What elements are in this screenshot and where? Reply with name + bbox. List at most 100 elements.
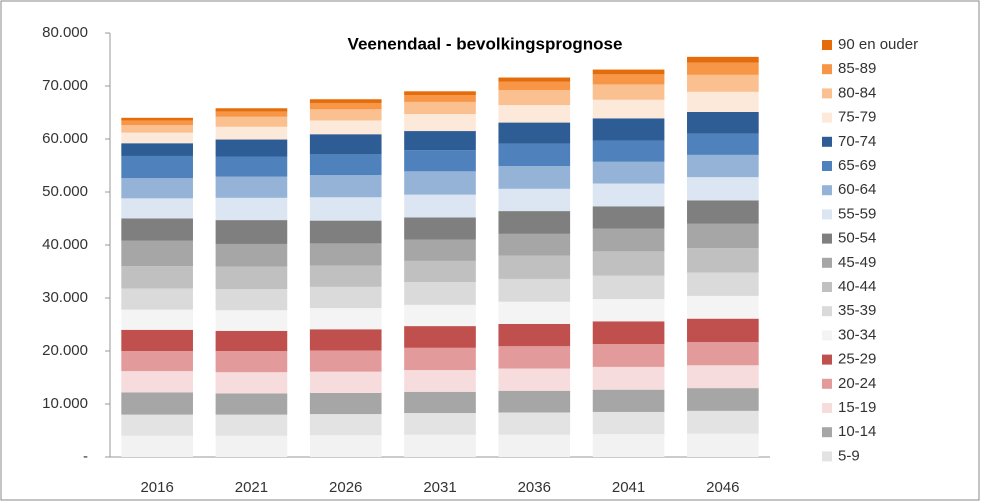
bar-segment xyxy=(498,122,571,144)
legend-label: 25-29 xyxy=(838,351,876,368)
bar-segment xyxy=(215,156,288,177)
bar-segment xyxy=(215,330,288,351)
y-tick-label: 10.000 xyxy=(42,395,88,412)
x-tick-label: 2021 xyxy=(235,479,268,496)
bar-segment xyxy=(215,310,288,331)
bar-segment xyxy=(215,116,288,127)
bar-segment xyxy=(592,299,665,322)
bar-segment xyxy=(498,412,571,435)
bar-segment xyxy=(592,389,665,412)
x-tick-label: 2031 xyxy=(423,479,456,496)
legend-swatch xyxy=(822,282,832,292)
legend-label: 55-59 xyxy=(838,205,876,222)
bar-segment xyxy=(309,134,382,155)
y-tick-label: 50.000 xyxy=(42,183,88,200)
bar-segment xyxy=(687,295,759,319)
bar-segment xyxy=(592,161,665,184)
x-tick-label: 2036 xyxy=(518,479,551,496)
bar-segment xyxy=(404,413,476,435)
bar-segment xyxy=(215,351,288,373)
bar-segment xyxy=(215,126,288,140)
bar-segment xyxy=(309,120,382,135)
legend-swatch xyxy=(822,427,832,438)
legend-label: 40-44 xyxy=(838,278,876,295)
bar-segment xyxy=(121,414,193,436)
bar-segment xyxy=(215,111,288,117)
bar-segment xyxy=(404,95,476,102)
bar-segment xyxy=(498,346,571,369)
bar-segment xyxy=(498,90,571,106)
bar-segment xyxy=(121,392,193,415)
legend-swatch xyxy=(822,257,832,268)
bar-segment xyxy=(498,143,571,167)
bar-segment xyxy=(215,266,288,289)
bar-segment xyxy=(404,91,476,96)
bar-segment xyxy=(592,118,665,141)
bar-segment xyxy=(592,84,665,100)
bar-segment xyxy=(309,392,382,415)
legend-label: 20-24 xyxy=(838,375,876,392)
bar-segment xyxy=(687,91,759,112)
bar-segment xyxy=(687,111,759,134)
bar-segment xyxy=(592,366,665,390)
bar-segment xyxy=(592,69,665,75)
bar-segment xyxy=(404,131,476,151)
legend-swatch xyxy=(822,306,832,317)
bar-segment xyxy=(687,223,759,249)
bar-segment xyxy=(592,321,665,345)
bar-segment xyxy=(404,282,476,305)
bar-segment xyxy=(309,308,382,330)
y-tick-label: 70.000 xyxy=(42,77,88,94)
bar-segment xyxy=(687,62,759,75)
legend-label: 65-69 xyxy=(838,157,876,174)
bar-segment xyxy=(215,288,288,311)
bar-segment xyxy=(687,248,759,273)
bar-segment xyxy=(309,243,382,266)
bar-segment xyxy=(498,368,571,391)
x-tick-label: 2026 xyxy=(329,479,362,496)
bar-segment xyxy=(215,108,288,112)
legend-swatch xyxy=(822,112,832,123)
bar-segment xyxy=(687,133,759,155)
bar-segment xyxy=(498,211,571,234)
bar-segment xyxy=(404,171,476,195)
bar-segment xyxy=(687,272,759,296)
bar-segment xyxy=(687,177,759,201)
bar-segment xyxy=(404,326,476,348)
bar-segment xyxy=(687,388,759,411)
bar-segment xyxy=(121,198,193,219)
bar-segment xyxy=(309,197,382,221)
legend-swatch xyxy=(822,378,832,389)
x-tick-label: 2041 xyxy=(612,479,645,496)
legend-label: 80-84 xyxy=(838,84,876,101)
bar-segment xyxy=(687,341,759,366)
legend-label: 35-39 xyxy=(838,302,876,319)
legend-swatch xyxy=(822,64,832,75)
bar-segment xyxy=(592,74,665,85)
bar-segment xyxy=(215,372,288,394)
bar-segment xyxy=(309,371,382,393)
legend-swatch xyxy=(822,40,832,50)
bar-segment xyxy=(121,309,193,330)
bar-segment xyxy=(215,220,288,244)
legend-swatch xyxy=(822,354,832,365)
bar-segment xyxy=(121,117,193,121)
bar-segment xyxy=(404,260,476,283)
bar-segment xyxy=(404,370,476,392)
legend-label: 90 en ouder xyxy=(838,36,918,53)
bar-segment xyxy=(215,414,288,436)
bar-segment xyxy=(404,217,476,240)
bar-segment xyxy=(404,434,476,457)
bar-segment xyxy=(592,411,665,435)
bar-segment xyxy=(309,350,382,372)
x-tick-label: 2016 xyxy=(140,479,173,496)
bar-segment xyxy=(309,102,382,110)
bar-segment xyxy=(215,393,288,415)
bar-segment xyxy=(121,125,193,133)
bar-segment xyxy=(498,233,571,256)
legend-swatch xyxy=(822,161,832,171)
bar-segment xyxy=(309,265,382,287)
legend-label: 10-14 xyxy=(838,423,876,440)
